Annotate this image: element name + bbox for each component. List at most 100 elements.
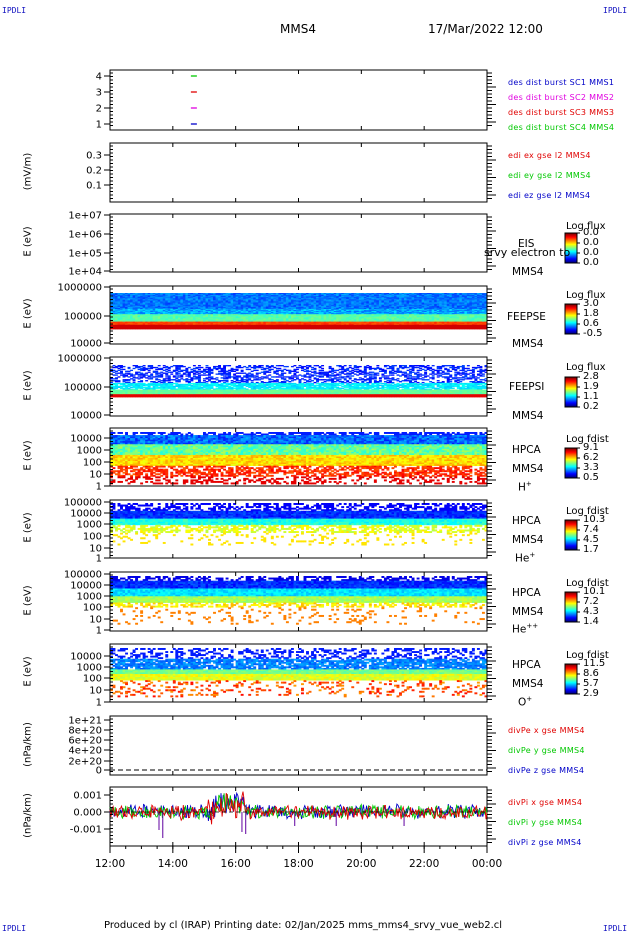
colorbar-tick-label: 8.6 [583,668,599,679]
colorbar-tick-label: 0.0 [583,247,599,258]
instrument-label: FEEPSI [509,381,544,393]
legend-entry: edi ey gse l2 MMS4 [508,171,591,180]
ion-charge: + [526,695,532,703]
time-tick-label: 18:00 [283,858,313,870]
colorbar [564,376,578,408]
colorbar-title: Log fdist [566,506,609,517]
hpca-h-spectrogram [110,432,488,485]
feepsi-spectrogram [110,365,488,398]
colorbar-tick-label: 7.4 [583,524,599,535]
y-tick-label: 1 [96,482,102,493]
time-tick-label: 12:00 [95,858,125,870]
ion-species-label: He+ [515,551,535,565]
y-tick-label: 1e+04 [68,267,102,278]
colorbar-tick-label: 5.7 [583,678,599,689]
corner-label-bottom-left: IPDLI [2,924,26,933]
instrument-label: EIS [518,238,534,250]
y-tick-label: 4 [96,72,102,83]
colorbar-title: Log fdist [566,650,609,661]
legend-entry: divPe x gse MMS4 [508,726,585,735]
ion-species-label: H+ [518,480,532,494]
ion-charge: + [529,551,535,559]
colorbar-title: Log flux [566,290,606,301]
colorbar [564,519,578,551]
legend-entry: des dist burst SC1 MMS1 [508,78,614,87]
y-tick-label: 100 [83,458,102,469]
y-tick-label: 0.000 [73,808,102,819]
legend-entry: des dist burst SC3 MMS3 [508,108,614,117]
y-tick-label: 8e+20 [68,726,102,737]
colorbar-title: Log fdist [566,578,609,589]
hpca-o-spectrogram [110,648,488,698]
legend-entry: edi ex gse l2 MMS4 [508,151,591,160]
legend-entry: divPi z gse MMS4 [508,838,582,847]
eis-overlay-text: srvy electron to [484,246,570,259]
colorbar-tick-label: 11.5 [583,658,605,669]
colorbar-tick-label: 0.6 [583,318,599,329]
spacecraft-label: MMS4 [512,606,543,618]
colorbar [564,591,578,623]
colorbar-tick-label: 3.0 [583,298,599,309]
y-tick-label: 1000 [77,592,102,603]
y-tick-label: 3 [96,88,102,99]
colorbar-tick-label: 10.3 [583,514,605,525]
colorbar-tick-label: 3.3 [583,462,599,473]
y-tick-label: 1000 [77,446,102,457]
colorbar-tick-label: 0.5 [583,472,599,483]
instrument-label: HPCA [512,444,541,456]
y-tick-label: 1e+21 [68,716,102,727]
colorbar-tick-label: 1.9 [583,381,599,392]
spacecraft-label: MMS4 [512,463,543,475]
ion-name: He [512,624,526,636]
spacecraft-label: MMS4 [512,534,543,546]
legend-entry: divPe z gse MMS4 [508,766,584,775]
ion-charge: ++ [526,622,538,630]
colorbar-tick-label: 0.0 [583,227,599,238]
colorbar-tick-label: 1.4 [583,616,599,627]
corner-label-top-left: IPDLI [2,6,26,15]
colorbar-tick-label: 2.9 [583,688,599,699]
time-tick-label: 22:00 [409,858,439,870]
y-tick-label: 10000 [70,581,102,592]
ion-species-label: He++ [512,622,538,636]
hpca-hepp-spectrogram [110,576,488,625]
y-tick-label: 100000 [64,498,102,509]
colorbar-tick-label: 0.0 [583,257,599,268]
y-tick-label: 0.3 [86,151,102,162]
y-tick-label: 10 [89,615,102,626]
colorbar-tick-label: 7.2 [583,596,599,607]
time-tick-label: 14:00 [158,858,188,870]
y-tick-label: 2e+20 [68,757,102,768]
y-tick-label: 0.1 [86,181,102,192]
y-axis-label: (nPa/km) [23,755,34,875]
corner-label-bottom-right: IPDLI [603,924,627,933]
y-tick-label: 10000 [70,339,102,350]
y-tick-label: 2 [96,104,102,115]
colorbar-tick-label: 9.1 [583,442,599,453]
colorbar-tick-label: 10.1 [583,586,605,597]
colorbar-tick-label: 4.5 [583,534,599,545]
y-tick-label: 10 [89,470,102,481]
time-tick-label: 16:00 [221,858,251,870]
y-tick-label: 100000 [64,570,102,581]
colorbar-tick-label: 1.1 [583,391,599,402]
time-tick-label: 00:00 [472,858,502,870]
y-tick-label: -0.001 [70,825,102,836]
y-tick-label: 1e+07 [68,211,102,222]
colorbar-tick-label: 6.2 [583,452,599,463]
y-tick-label: 1000000 [57,283,102,294]
feepse-spectrogram [110,293,488,330]
colorbar-tick-label: 0.2 [583,401,599,412]
y-tick-label: 1 [96,698,102,709]
colorbar [564,232,578,264]
spacecraft-label: MMS4 [512,266,543,278]
divpi-traces [109,791,488,838]
y-tick-label: 10 [89,686,102,697]
legend-entry: edi ez gse l2 MMS4 [508,191,590,200]
ion-name: O [518,697,526,709]
y-tick-label: 100 [83,674,102,685]
y-tick-label: 100 [83,532,102,543]
corner-label-top-right: IPDLI [603,6,627,15]
y-tick-label: 10 [89,544,102,555]
